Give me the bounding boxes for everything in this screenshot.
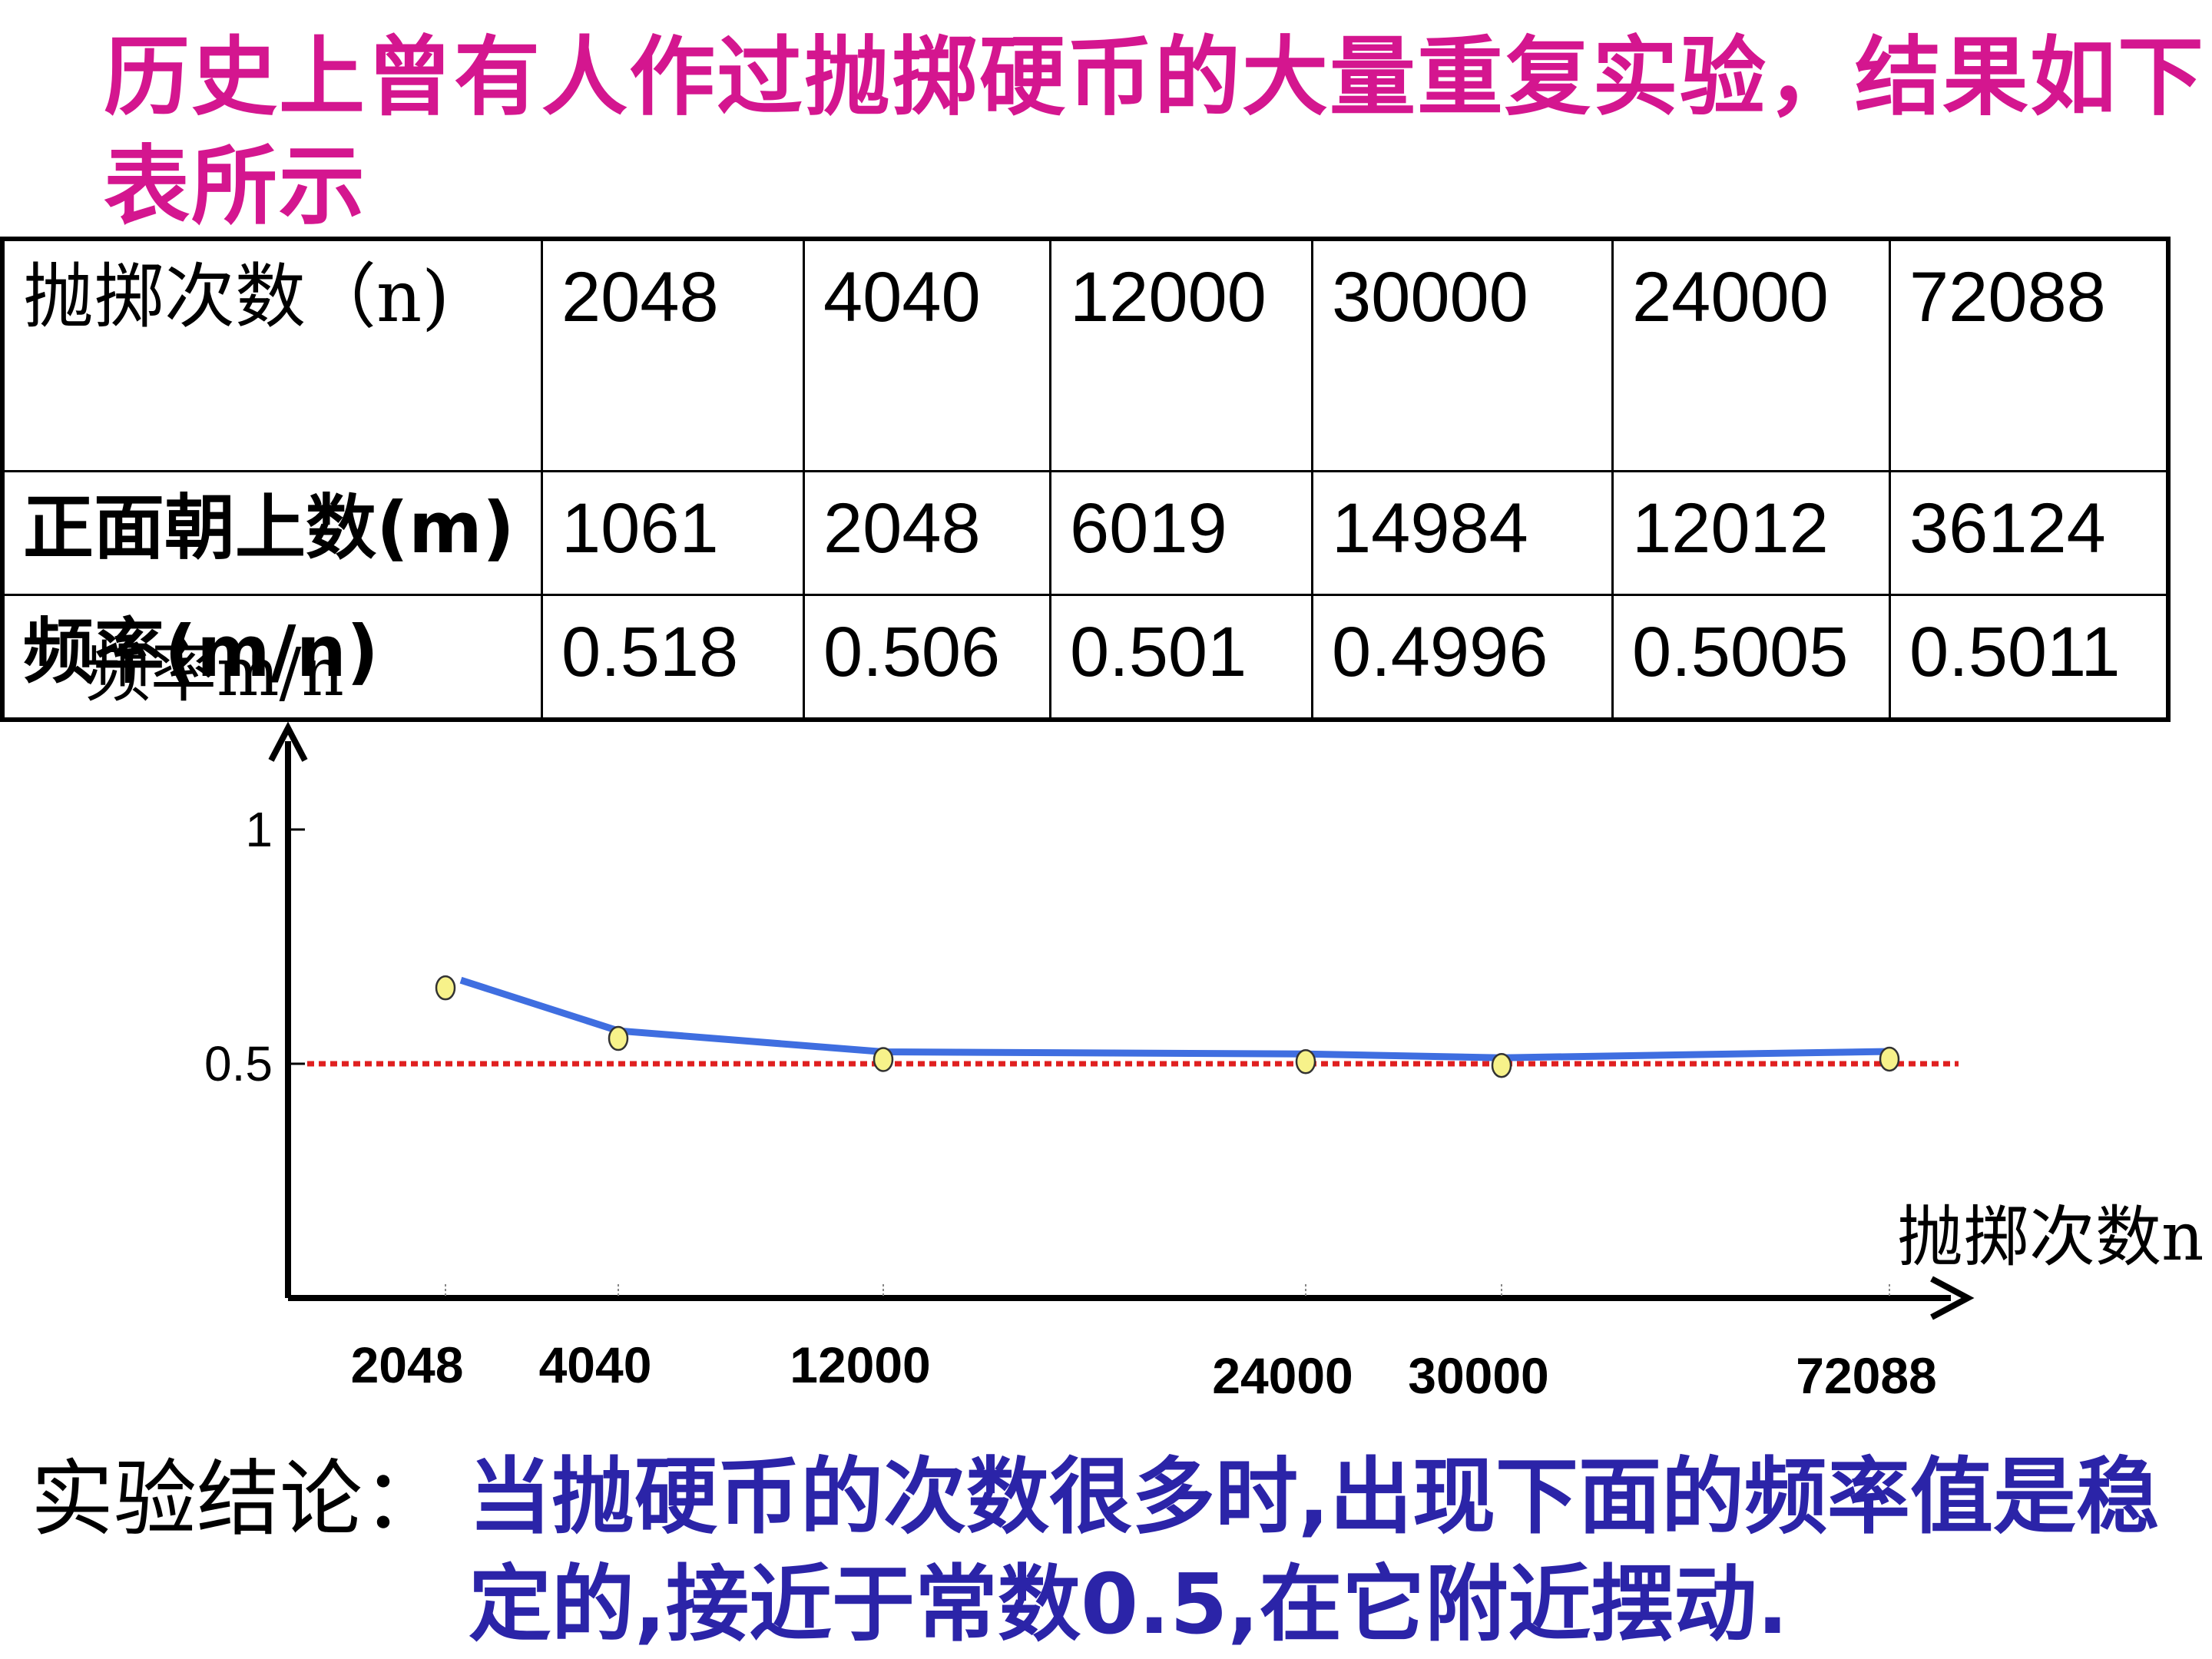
table-cell: 2048	[803, 470, 1051, 596]
row-label-freq: 频率(m/n)	[1, 594, 543, 721]
data-point	[873, 1047, 894, 1072]
data-point	[435, 975, 456, 1001]
table-cell: 0.4996	[1311, 594, 1614, 721]
table-cell: 0.501	[1049, 594, 1313, 721]
data-point	[1295, 1049, 1316, 1075]
table-cell: 1061	[541, 470, 805, 596]
x-tick-label: 12000	[790, 1336, 931, 1393]
table-row: 抛掷次数（n) 2048 4040 12000 30000 24000 7208…	[1, 237, 2170, 472]
table-cell: 12012	[1611, 470, 1891, 596]
row-label-m: 正面朝上数(m)	[1, 470, 543, 596]
table-cell: 6019	[1049, 470, 1313, 596]
y-tick-label: 0.5	[204, 1036, 273, 1091]
x-axis-arrow	[1930, 1276, 1975, 1320]
conclusion-label: 实验结论：	[31, 1452, 446, 1548]
table-row: 正面朝上数(m) 1061 2048 6019 14984 12012 3612…	[1, 470, 2170, 596]
series-line	[459, 976, 1890, 1061]
data-point	[1879, 1046, 1900, 1072]
table-cell: 4040	[803, 237, 1051, 472]
y-axis-label: 频率m/n	[84, 634, 344, 711]
y-axis-arrow	[268, 721, 308, 762]
table-cell: 12000	[1049, 237, 1313, 472]
data-point	[608, 1025, 629, 1051]
row-label-n: 抛掷次数（n)	[1, 237, 543, 472]
table-cell: 72088	[1889, 237, 2170, 472]
x-axis-label: 抛掷次数n	[1897, 1199, 2204, 1276]
x-tick-label: 4040	[539, 1336, 652, 1393]
x-tick-label: 30000	[1408, 1347, 1549, 1404]
x-tick-label: 24000	[1212, 1347, 1353, 1404]
page-title: 历史上曾有人作过抛掷硬币的大量重复实验，结果如下表所示	[104, 28, 2205, 237]
results-table: 抛掷次数（n) 2048 4040 12000 30000 24000 7208…	[0, 237, 2171, 722]
data-point	[1491, 1052, 1512, 1078]
table-cell: 14984	[1311, 470, 1614, 596]
table-cell: 0.506	[803, 594, 1051, 721]
table-cell: 0.518	[541, 594, 805, 721]
table-cell: 2048	[541, 237, 805, 472]
table-cell: 30000	[1311, 237, 1614, 472]
x-tick-label: 72088	[1796, 1347, 1937, 1404]
conclusion-text: 当抛硬币的次数很多时,出现下面的频率值是稳定的,接近于常数0.5,在它附近摆动.	[469, 1449, 2160, 1653]
x-tick-label: 2048	[351, 1336, 464, 1393]
y-tick-label: 1	[245, 802, 273, 857]
table-cell: 0.5011	[1889, 594, 2170, 721]
table-cell: 0.5005	[1611, 594, 1891, 721]
table-cell: 24000	[1611, 237, 1891, 472]
table-row: 频率(m/n) 0.518 0.506 0.501 0.4996 0.5005 …	[1, 594, 2170, 721]
table-cell: 36124	[1889, 470, 2170, 596]
